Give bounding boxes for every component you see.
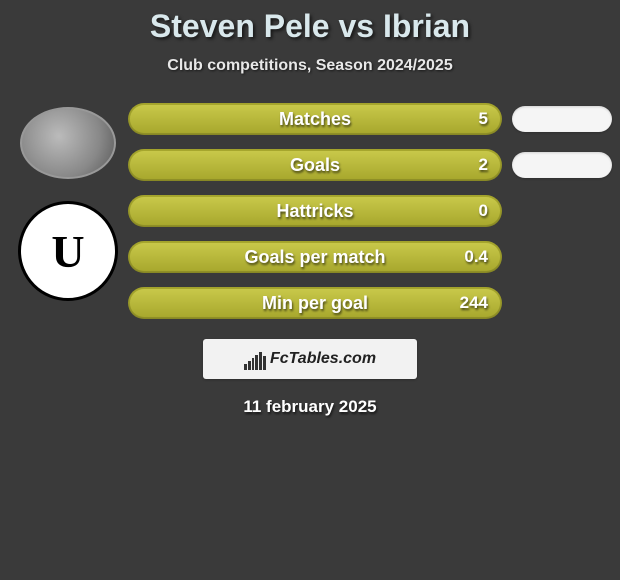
content-row: U Matches 5 Goals 2 <box>0 103 620 319</box>
player-photo-avatar <box>20 107 116 179</box>
stat-bar: Matches 5 <box>128 103 502 135</box>
stat-row-hattricks: Hattricks 0 <box>128 195 612 227</box>
chart-icon <box>244 348 266 370</box>
stat-pill-right <box>512 106 612 132</box>
date-line: 11 february 2025 <box>0 397 620 417</box>
stat-value: 244 <box>460 293 488 313</box>
stat-value: 0.4 <box>464 247 488 267</box>
stat-label: Matches <box>279 109 351 130</box>
stat-bar: Goals 2 <box>128 149 502 181</box>
stat-value: 2 <box>479 155 488 175</box>
club-crest-avatar: U <box>18 201 118 301</box>
stat-value: 5 <box>479 109 488 129</box>
stat-row-min-per-goal: Min per goal 244 <box>128 287 612 319</box>
stat-label: Goals per match <box>244 247 385 268</box>
stat-row-matches: Matches 5 <box>128 103 612 135</box>
brand-badge[interactable]: FcTables.com <box>203 339 417 379</box>
page-title: Steven Pele vs Ibrian <box>0 8 620 45</box>
comparison-card: Steven Pele vs Ibrian Club competitions,… <box>0 0 620 417</box>
crest-letter: U <box>51 225 84 278</box>
stat-row-goals-per-match: Goals per match 0.4 <box>128 241 612 273</box>
stat-value: 0 <box>479 201 488 221</box>
subtitle: Club competitions, Season 2024/2025 <box>0 57 620 75</box>
stat-bars: Matches 5 Goals 2 Hattricks 0 <box>128 103 612 319</box>
stat-label: Min per goal <box>262 293 368 314</box>
stat-bar: Hattricks 0 <box>128 195 502 227</box>
stat-pill-right <box>512 152 612 178</box>
stat-bar: Min per goal 244 <box>128 287 502 319</box>
brand-text: FcTables.com <box>270 350 376 368</box>
stat-row-goals: Goals 2 <box>128 149 612 181</box>
stat-label: Hattricks <box>276 201 353 222</box>
stat-bar: Goals per match 0.4 <box>128 241 502 273</box>
avatars-column: U <box>8 103 128 301</box>
stat-label: Goals <box>290 155 340 176</box>
